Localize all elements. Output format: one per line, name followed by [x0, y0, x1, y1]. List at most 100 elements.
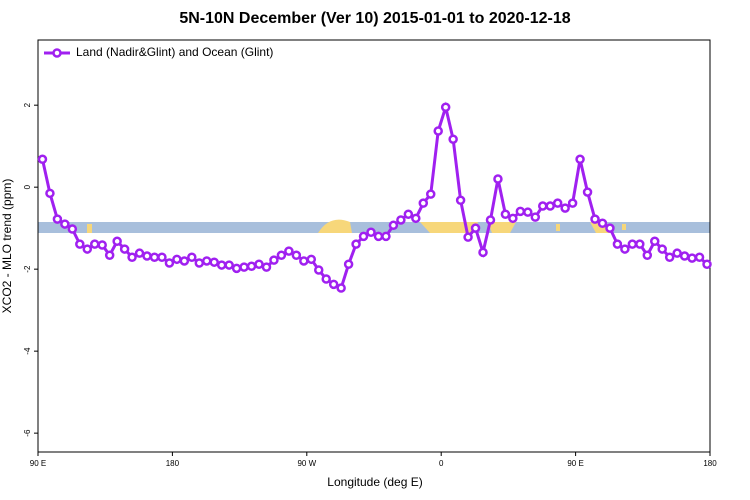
data-point	[224, 260, 234, 270]
y-tick-label: -6	[23, 429, 32, 437]
data-point	[351, 239, 361, 249]
data-point	[635, 239, 645, 249]
data-point	[291, 250, 302, 260]
data-point	[657, 244, 667, 254]
data-point	[448, 134, 458, 144]
data-point	[112, 236, 122, 247]
legend-marker	[52, 48, 62, 58]
data-point	[433, 126, 443, 136]
data-point	[194, 258, 205, 268]
data-point	[590, 214, 600, 224]
data-point	[157, 252, 167, 263]
data-point	[284, 246, 294, 256]
data-point	[500, 209, 511, 219]
data-point	[627, 239, 638, 249]
data-point	[209, 257, 219, 267]
data-point	[328, 279, 339, 290]
x-tick-label: 90 W	[297, 459, 316, 468]
data-point	[508, 213, 518, 224]
data-point	[269, 255, 279, 265]
ocean-band	[38, 222, 710, 233]
land	[87, 224, 92, 233]
data-point	[336, 283, 346, 293]
data-point	[373, 231, 384, 242]
series-line	[41, 101, 709, 291]
y-axis-label: XCO2 - MLO trend (ppm)	[0, 179, 14, 314]
data-point	[97, 240, 107, 250]
data-point	[567, 198, 578, 208]
data-point	[455, 195, 466, 206]
y-tick-label: -2	[23, 265, 32, 273]
x-tick-label: 90 E	[567, 459, 583, 468]
data-point	[552, 198, 563, 208]
data-point	[366, 227, 376, 238]
data-point	[687, 253, 697, 263]
data-point	[702, 259, 712, 269]
data-point	[306, 254, 317, 265]
data-point	[411, 213, 421, 224]
data-point	[216, 260, 227, 270]
x-tick-label: 90 E	[30, 459, 46, 468]
data-point	[75, 239, 85, 249]
data-point	[52, 214, 63, 224]
data-point	[403, 209, 414, 219]
data-point	[478, 247, 488, 258]
data-point	[239, 262, 249, 272]
data-point	[537, 201, 548, 211]
data-point	[523, 207, 533, 217]
data-point	[321, 274, 331, 284]
data-point	[149, 252, 160, 263]
land	[420, 222, 478, 233]
data-point	[485, 215, 496, 225]
data-point	[67, 224, 78, 234]
data-point	[672, 248, 682, 258]
data-point	[254, 259, 264, 269]
data-point	[246, 261, 257, 272]
chart-title: 5N-10N December (Ver 10) 2015-01-01 to 2…	[179, 10, 570, 27]
data-point	[343, 259, 354, 269]
data-point	[493, 174, 503, 184]
data-point	[418, 198, 429, 208]
data-point	[605, 223, 615, 233]
data-point	[396, 215, 406, 225]
data-point	[179, 256, 190, 266]
data-point	[664, 252, 675, 263]
data-point	[45, 188, 55, 199]
plot-frame	[37, 39, 711, 453]
data-point	[388, 220, 399, 231]
data-point	[470, 223, 481, 233]
data-point	[82, 244, 93, 254]
data-point	[463, 232, 473, 242]
data-point	[425, 189, 436, 199]
data-point	[142, 251, 152, 261]
data-point	[261, 262, 272, 272]
data-point	[612, 239, 623, 249]
data-point	[515, 206, 526, 217]
data-point	[440, 102, 451, 112]
data-point	[231, 263, 242, 274]
x-tick-label: 0	[439, 459, 444, 468]
data-point	[172, 254, 182, 265]
data-point	[134, 248, 145, 258]
data-point	[276, 250, 287, 260]
data-point	[575, 154, 585, 165]
y-tick-label: -4	[23, 347, 32, 355]
data-point	[381, 231, 391, 242]
land-ocean-band	[38, 219, 710, 233]
legend-label: Land (Nadir&Glint) and Ocean (Glint)	[76, 45, 273, 59]
x-tick-label: 180	[703, 459, 717, 468]
y-tick-label: 2	[23, 102, 32, 107]
data-point	[60, 219, 70, 229]
data-point	[119, 244, 130, 254]
data-point	[649, 236, 660, 247]
data-point	[597, 218, 608, 228]
data-point	[358, 231, 369, 242]
data-point	[620, 244, 630, 254]
land	[318, 219, 352, 233]
data-point	[582, 187, 593, 197]
land	[488, 222, 516, 233]
data-point	[299, 256, 309, 266]
data-point	[694, 252, 705, 263]
data-point	[127, 252, 137, 263]
